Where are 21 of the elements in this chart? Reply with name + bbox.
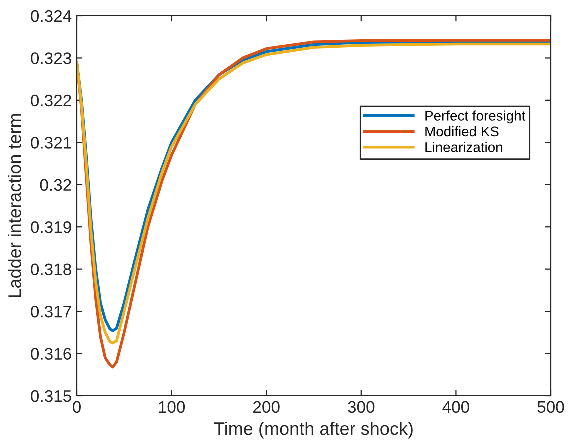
y-tick-label: 0.322	[31, 94, 72, 107]
y-tick-label: 0.316	[31, 348, 72, 360]
x-tick-label: 400	[442, 401, 470, 414]
y-tick-label: 0.323	[31, 52, 72, 64]
x-axis-title: Time (month after shock)	[214, 422, 413, 439]
y-tick-label: 0.318	[31, 264, 72, 276]
legend-label: Linearization	[426, 142, 502, 152]
x-tick-label: 100	[159, 401, 186, 414]
y-tick-label: 0.321	[31, 137, 72, 149]
x-tick-label: 500	[538, 401, 564, 414]
x-tick-label: 300	[348, 401, 375, 414]
y-tick-label: 0.319	[31, 222, 72, 234]
y-tick-label: 0.32	[40, 179, 72, 192]
y-tick-label: 0.324	[31, 10, 72, 22]
legend-label: Perfect foresight	[426, 110, 526, 124]
legend-label: Modified KS	[426, 126, 499, 137]
x-tick-label: 0	[73, 401, 81, 414]
x-tick-label: 200	[254, 401, 280, 414]
y-tick-label: 0.317	[31, 306, 72, 318]
y-tick-label: 0.315	[31, 390, 72, 402]
y-axis-title: Ladder interaction term	[8, 114, 22, 298]
